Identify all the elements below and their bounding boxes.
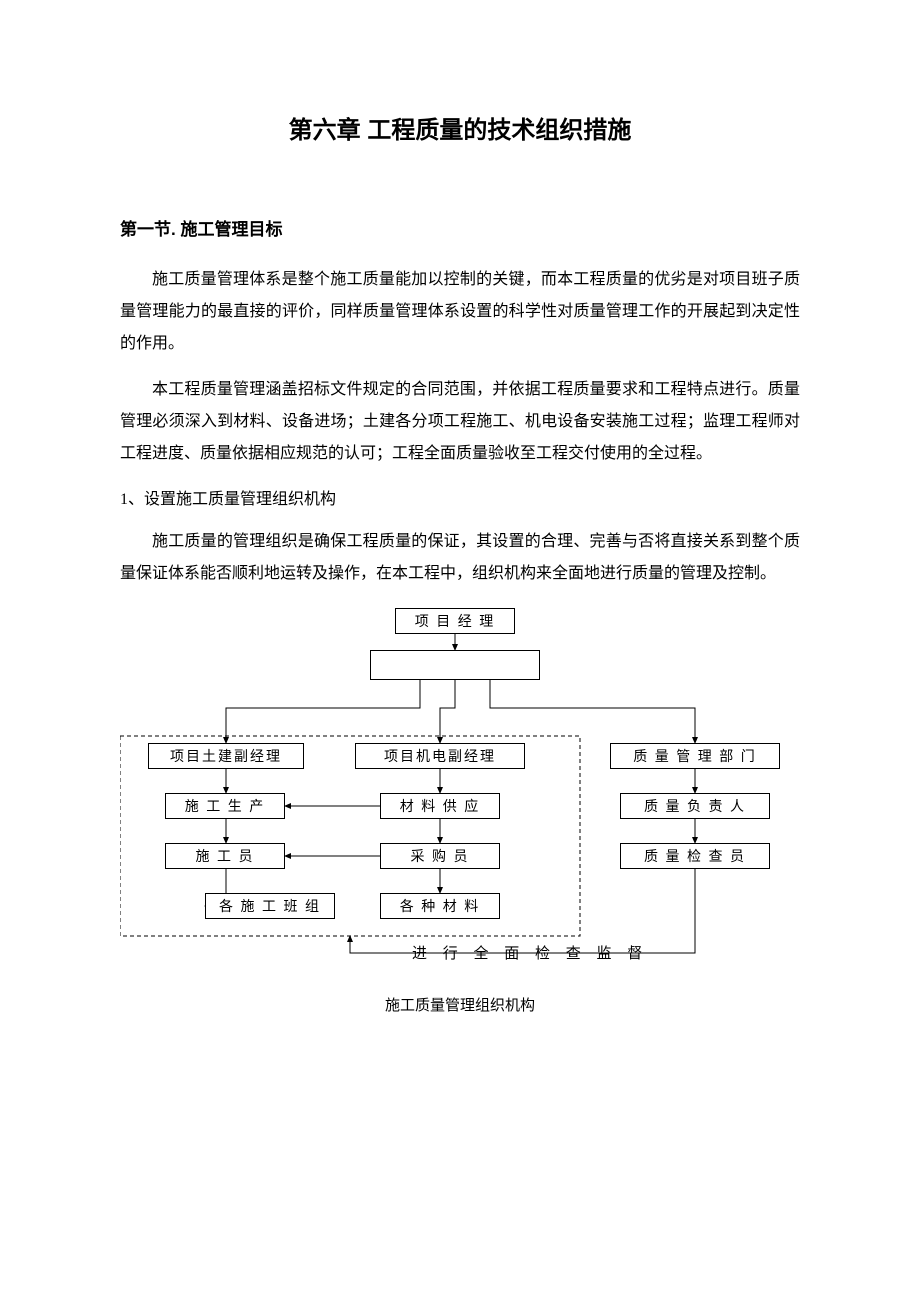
flowchart-annotation: 进 行 全 面 检 查 监 督: [412, 942, 648, 963]
node-prod: 施 工 生 产: [165, 793, 285, 819]
paragraph-1: 施工质量管理体系是整个施工质量能加以控制的关键，而本工程质量的优劣是对项目班子质…: [120, 264, 800, 360]
node-team: 各 施 工 班 组: [205, 893, 335, 919]
node-pm: 项 目 经 理: [395, 608, 515, 634]
edge-2: [440, 680, 455, 743]
flowchart-caption: 施工质量管理组织机构: [120, 994, 800, 1015]
node-qcheck: 质 量 检 查 员: [620, 843, 770, 869]
node-allmat: 各 种 材 料: [380, 893, 500, 919]
node-qhead: 质 量 负 责 人: [620, 793, 770, 819]
edge-1: [226, 680, 420, 743]
edge-3: [490, 680, 695, 743]
chapter-title: 第六章 工程质量的技术组织措施: [120, 110, 800, 145]
paragraph-2: 本工程质量管理涵盖招标文件规定的合同范围，并依据工程质量要求和工程特点进行。质量…: [120, 374, 800, 470]
node-mat: 材 料 供 应: [380, 793, 500, 819]
flowchart: 项 目 经 理项目土建副经理 项目机电副经理 质 量 管 理 部 门施 工 生 产 材…: [120, 608, 800, 978]
node-blank: [370, 650, 540, 680]
paragraph-3: 施工质量的管理组织是确保工程质量的保证，其设置的合理、完善与否将直接关系到整个质…: [120, 526, 800, 590]
node-qdept: 质 量 管 理 部 门: [610, 743, 780, 769]
node-buyer: 采 购 员: [380, 843, 500, 869]
list-item-1: 1、设置施工质量管理组织机构: [120, 484, 800, 516]
node-civil: 项目土建副经理: [148, 743, 304, 769]
section-title: 第一节. 施工管理目标: [120, 215, 800, 240]
node-worker: 施 工 员: [165, 843, 285, 869]
node-mech: 项目机电副经理: [355, 743, 525, 769]
